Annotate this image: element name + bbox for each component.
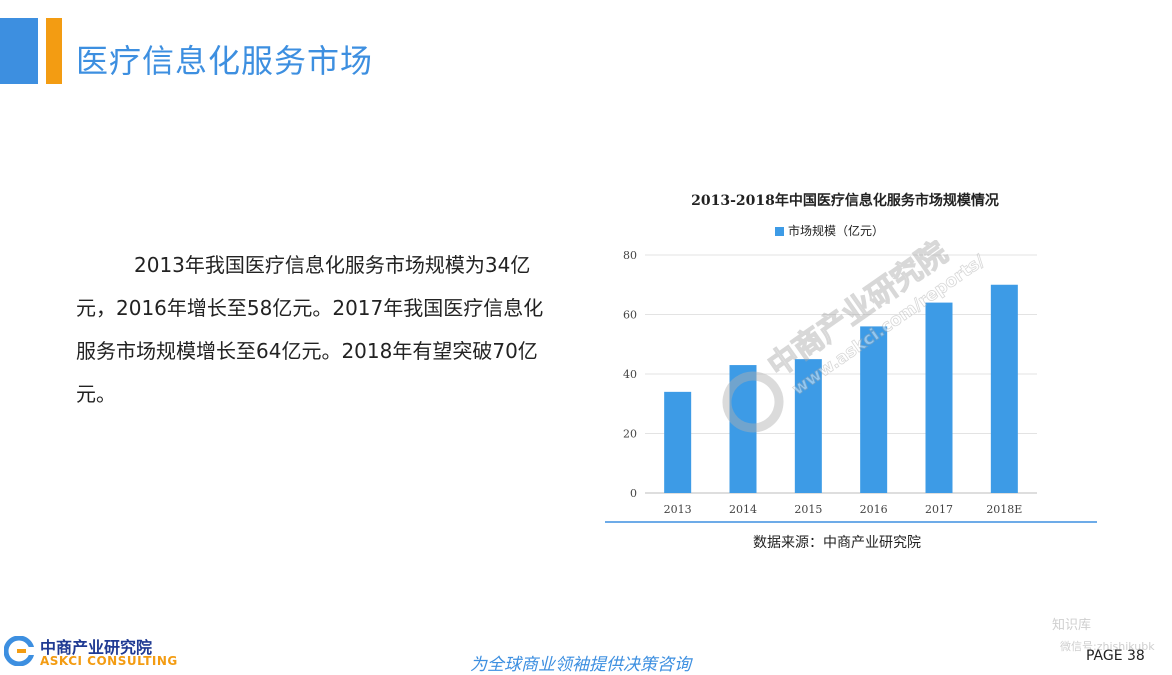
bar [990,284,1018,493]
chart: 2013-2018年中国医疗信息化服务市场规模情况 市场规模（亿元） 0 20 40… [605,180,1105,560]
x-tick-label: 2016 [860,503,888,516]
title-accent-bar [0,18,38,84]
x-tick-label: 2013 [664,503,692,516]
watermark-wechat: 微信号:zhishikubk [1060,640,1155,653]
x-tick-label: 2018E [986,503,1022,516]
bar [860,326,888,493]
body-paragraph: 2013年我国医疗信息化服务市场规模为34亿元，2016年增长至58亿元。201… [76,253,544,406]
x-tick-label: 2015 [794,503,822,516]
chart-title: 2013-2018年中国医疗信息化服务市场规模情况 [691,193,999,209]
y-tick-label: 80 [623,249,637,262]
bar [729,365,757,493]
chart-legend: 市场规模（亿元） [775,222,884,239]
footer-slogan: 为全球商业领袖提供决策咨询 [470,655,691,675]
askci-logo-icon [4,636,34,666]
watermark-zhishiku: 知识库 [1052,618,1092,633]
x-tick-label: 2014 [729,503,757,516]
footer-logo-en: ASKCI CONSULTING [40,654,178,668]
watermark-cn: 中商产业研究院 [762,240,954,384]
watermark-logo-icon [722,371,784,433]
y-tick-label: 20 [623,428,637,441]
legend-label: 市场规模（亿元） [788,224,885,238]
chart-plot: 0 20 40 60 80 2013 2014 2015 2016 2017 2018E 中商产业研究… [605,240,1097,523]
chart-source: 数据来源：中商产业研究院 [753,535,921,551]
y-tick-label: 60 [623,309,637,322]
bar [925,302,953,493]
x-tick-label: 2017 [925,503,953,516]
bar [794,359,822,493]
bar [664,391,692,493]
footer-logo-cn: 中商产业研究院 [40,638,153,657]
page-number: PAGE 38 [1086,648,1145,664]
legend-swatch [775,227,784,236]
y-tick-label: 40 [623,368,637,381]
y-tick-label: 0 [630,487,637,500]
page-title: 医疗信息化服务市场 [76,42,374,80]
title-accent-bar-orange [46,18,62,84]
